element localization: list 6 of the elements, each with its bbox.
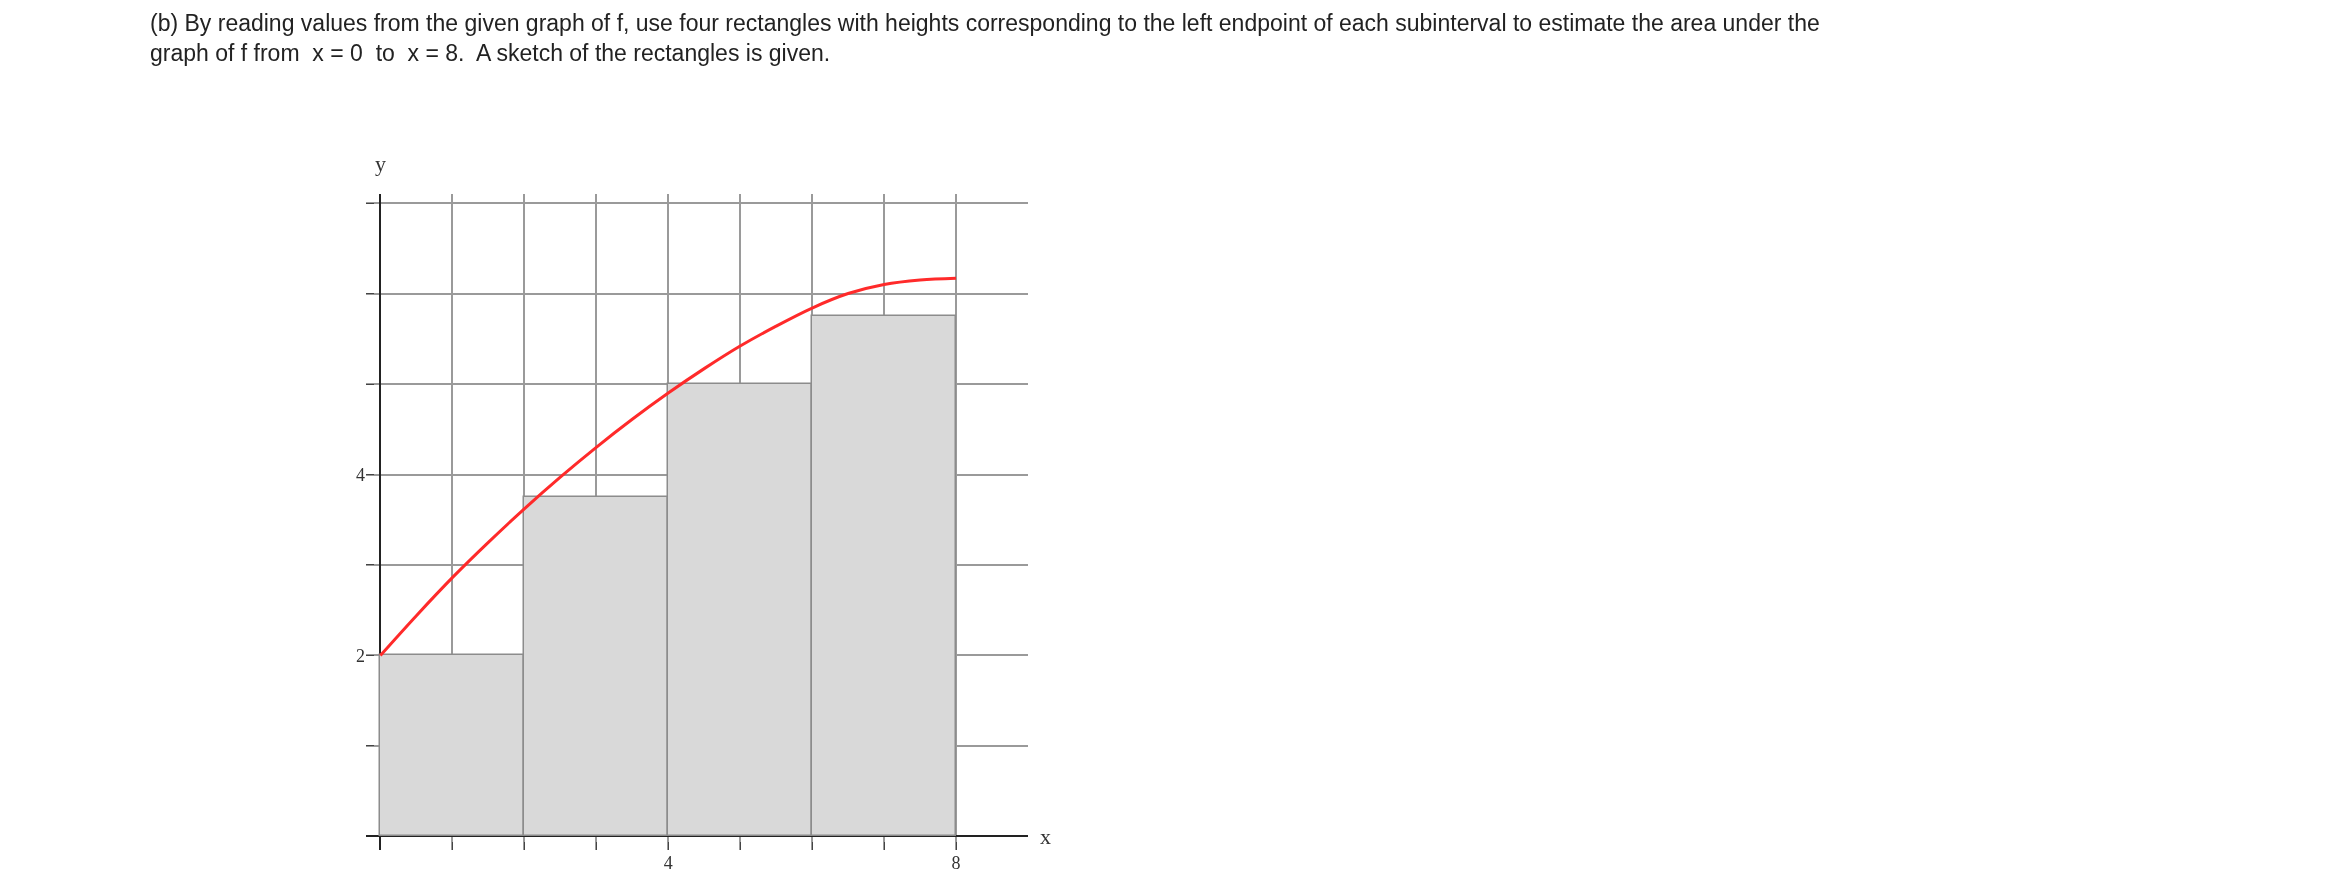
x-axis-title: x — [1040, 824, 1051, 849]
line-series — [378, 276, 958, 657]
y-axis-title: y — [375, 151, 386, 176]
chart-title: (b) By reading values from the given graph of f, use four rectangles with heights corresponding to the left endpoint of each subinterval to estimate the area under the graph of f from x = 0 to x = 8. A sketch of the rectangles is given. — [150, 10, 1820, 67]
x-tick-label: 8 — [951, 853, 961, 873]
y-tick-label: 2 — [356, 645, 365, 666]
